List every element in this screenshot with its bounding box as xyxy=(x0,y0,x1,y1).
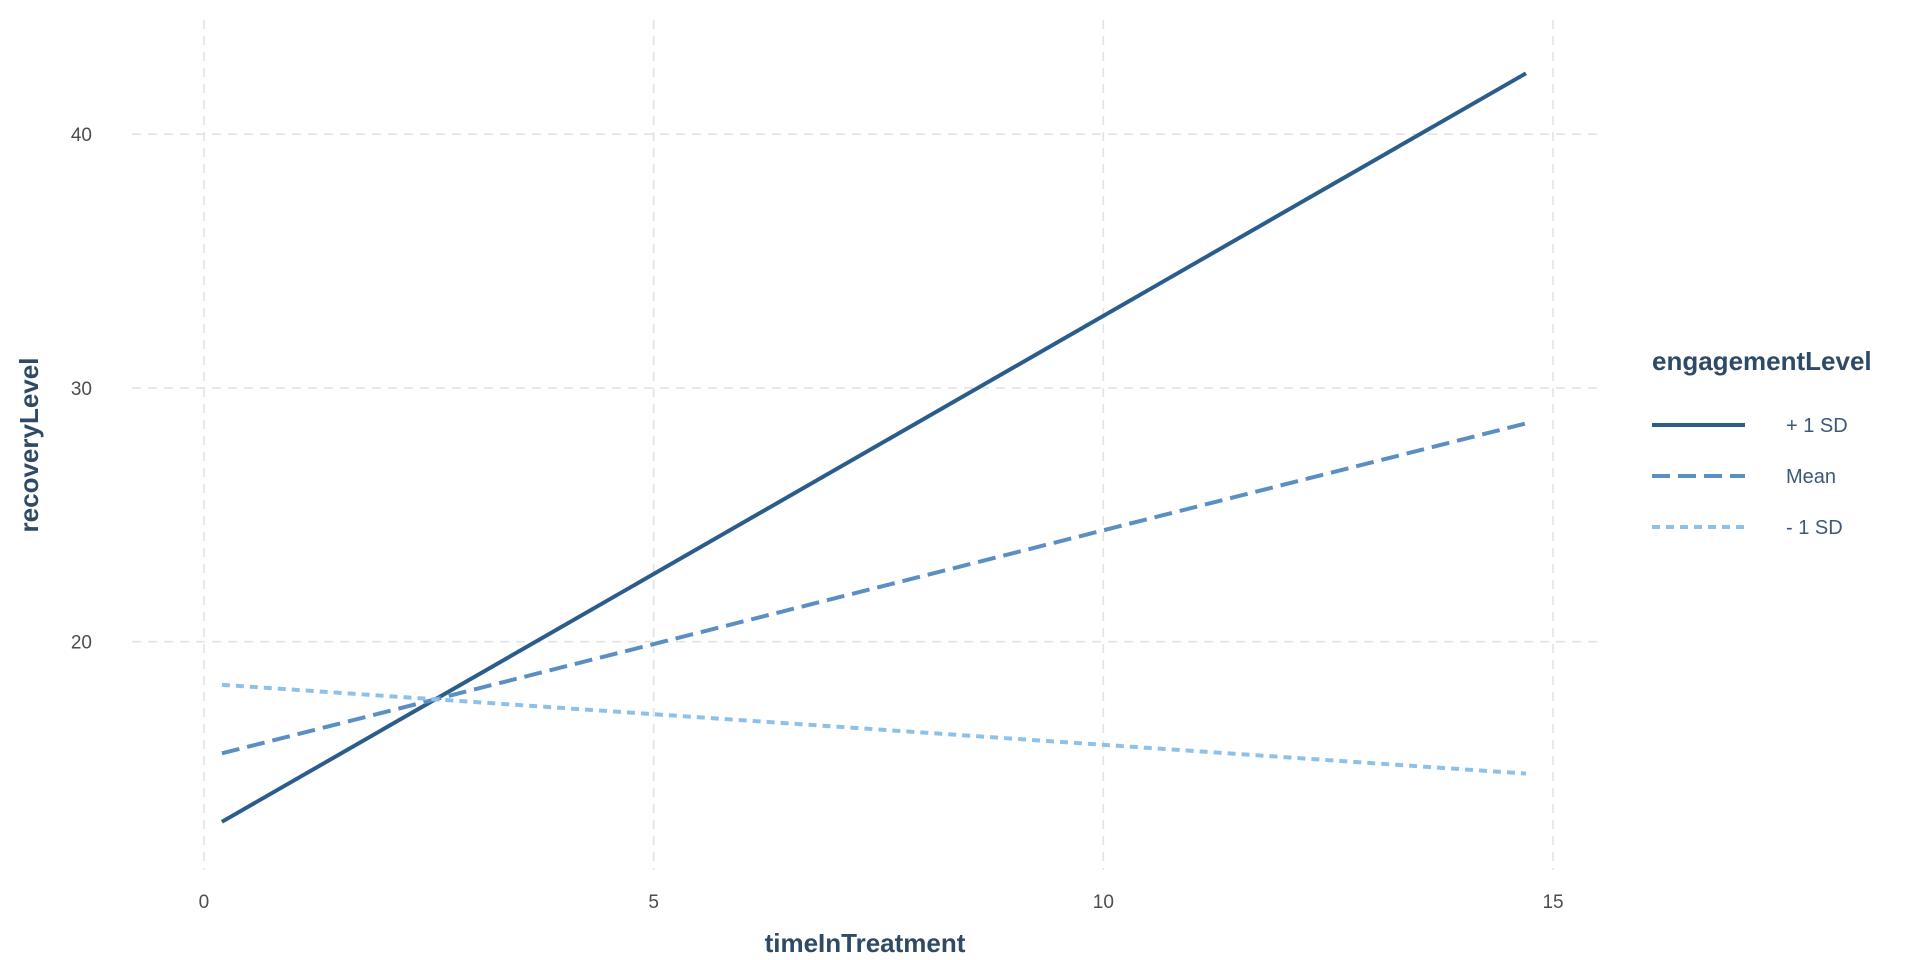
grid xyxy=(132,20,1598,870)
y-tick-label: 30 xyxy=(71,379,92,400)
legend-label: Mean xyxy=(1786,466,1836,488)
legend-label: + 1 SD xyxy=(1786,415,1848,437)
legend-title: engagementLevel xyxy=(1652,346,1872,376)
series-line-mean-1 xyxy=(221,421,1527,756)
x-tick-label: 5 xyxy=(648,892,659,913)
x-axis-title: timeInTreatment xyxy=(765,928,966,958)
series-lines xyxy=(220,71,1527,824)
legend: engagementLevel + 1 SD Mean - 1 SD xyxy=(1652,346,1872,539)
legend-items: + 1 SD Mean - 1 SD xyxy=(1652,415,1848,539)
y-tick-label: 40 xyxy=(71,125,92,146)
x-tick-label: 15 xyxy=(1542,892,1563,913)
legend-label: - 1 SD xyxy=(1786,517,1843,539)
tick-labels: 0 5 10 15 20 30 40 xyxy=(71,125,1564,913)
series-line-1-sd-0 xyxy=(220,71,1527,824)
y-axis-title: recoveryLevel xyxy=(14,358,44,533)
x-tick-label: 0 xyxy=(199,892,210,913)
y-tick-label: 20 xyxy=(71,633,92,654)
x-tick-label: 10 xyxy=(1093,892,1114,913)
series-line-1-sd-2 xyxy=(221,682,1527,776)
